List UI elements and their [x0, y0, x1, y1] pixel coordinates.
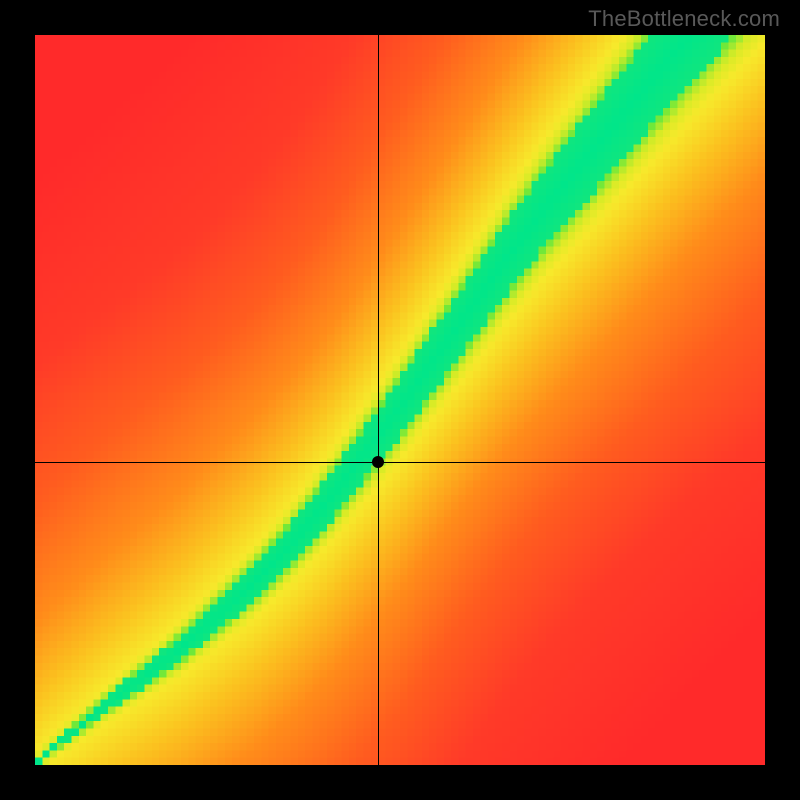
heatmap-canvas	[35, 35, 765, 765]
chart-container: TheBottleneck.com	[0, 0, 800, 800]
crosshair-vertical	[378, 35, 379, 765]
plot-area	[35, 35, 765, 765]
watermark-text: TheBottleneck.com	[588, 6, 780, 32]
crosshair-horizontal	[35, 462, 765, 463]
data-point-marker	[372, 456, 384, 468]
